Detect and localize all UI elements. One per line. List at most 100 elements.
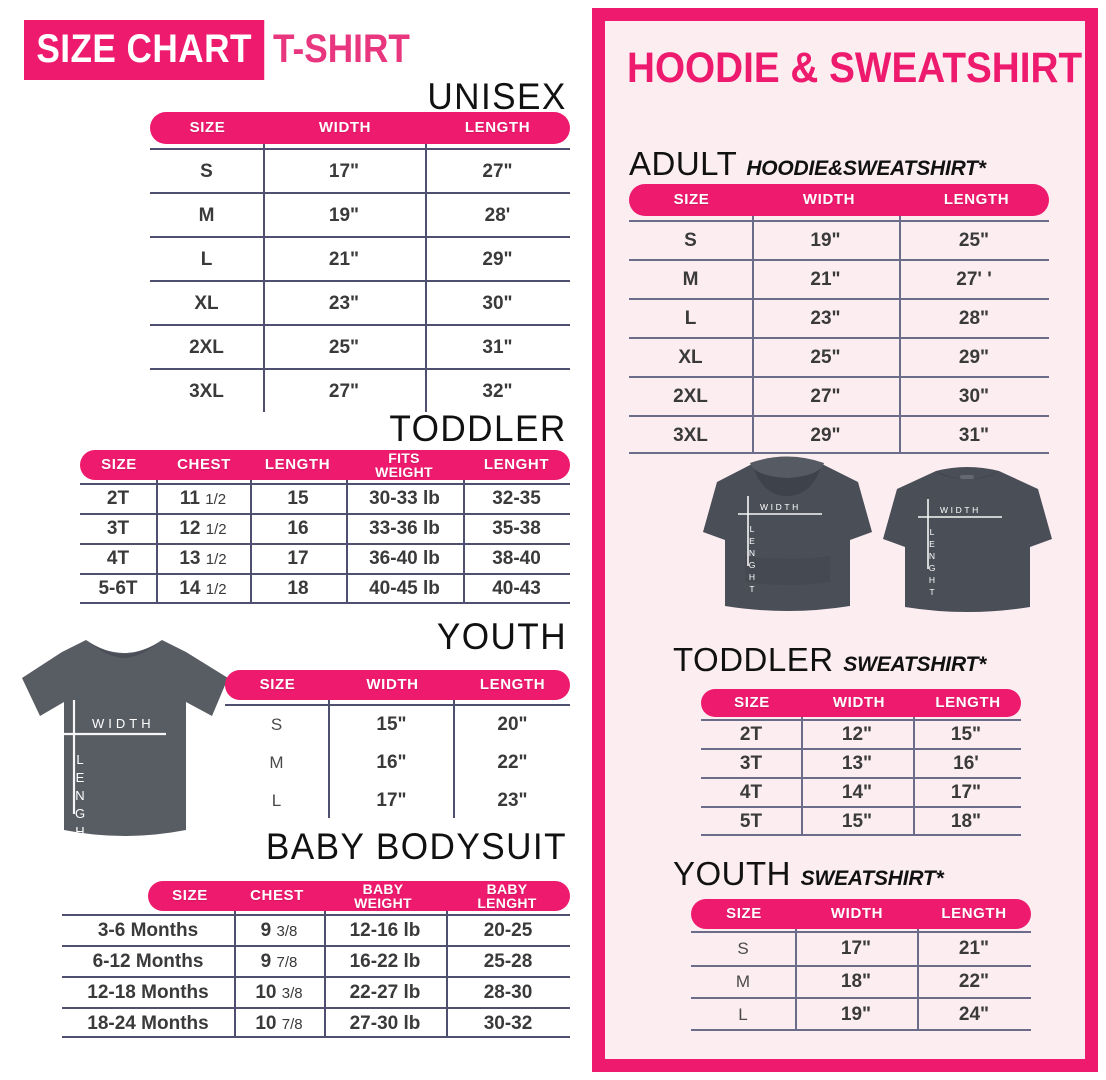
cell-lenght: 20-25 <box>483 919 533 941</box>
section-heading-unisex: UNISEX <box>427 76 567 117</box>
row-divider <box>62 945 570 947</box>
cell-size: 2XL <box>189 337 224 358</box>
hoodie-sweatshirt-panel: HOODIE & SWEATSHIRT ADULT HOODIE&SWEATSH… <box>592 8 1098 1072</box>
col-divider <box>913 689 915 834</box>
cell-length: 18 <box>287 578 309 599</box>
cell-width: 12" <box>841 723 873 745</box>
heading-sub: SWEATSHIRT* <box>843 653 987 676</box>
table-row: 3XL 27" 32" <box>150 370 570 414</box>
section-heading-youth-sweatshirt: YOUTH SWEATSHIRT* <box>673 857 944 890</box>
cell-weight: 27-30 lb <box>349 1012 421 1034</box>
cell-size: 6-12 Months <box>92 950 204 972</box>
table-row: 3T 13" 16' <box>701 749 1021 778</box>
cell-width: 17" <box>376 790 407 811</box>
table-row: XL 25" 29" <box>629 338 1049 377</box>
cell-width: 18" <box>840 970 872 992</box>
cell-chest: 11 1/2 <box>179 488 227 509</box>
col-divider <box>446 881 448 1036</box>
tshirt-illustration: WIDTH LENGHT <box>22 640 228 847</box>
table-row: L 19" 24" <box>691 998 1031 1031</box>
table-row: S 15" 20" <box>225 706 570 744</box>
cell-width: 23" <box>328 293 360 314</box>
cell-length: 17" <box>950 781 982 803</box>
table-row: M 21" 27' ' <box>629 260 1049 299</box>
table-row: 3T 12 1/2 16 33-36 lb 35-38 <box>80 514 570 544</box>
row-divider <box>150 324 570 326</box>
cell-size: 4T <box>106 548 130 569</box>
cell-size: 3T <box>739 752 763 774</box>
heading-main: YOUTH <box>673 855 791 892</box>
col-divider <box>324 881 326 1036</box>
cell-length: 16 <box>287 518 309 539</box>
row-divider <box>629 415 1049 417</box>
cell-length: 29" <box>482 249 513 270</box>
cell-width: 19" <box>840 1003 872 1025</box>
table-row: L 23" 28" <box>629 299 1049 338</box>
cell-length: 15" <box>950 723 982 745</box>
tshirt-width-label: WIDTH <box>92 716 155 731</box>
cell-length: 23" <box>497 790 528 811</box>
cell-lenght: 38-40 <box>492 548 541 569</box>
cell-length: 22" <box>497 752 528 773</box>
hoodie-illustration: WIDTH LENGHT <box>703 456 872 611</box>
section-heading-adult: ADULT HOODIE&SWEATSHIRT* <box>629 147 986 180</box>
cell-weight: 36-40 lb <box>369 548 440 569</box>
cell-size: S <box>737 938 749 958</box>
unisex-table: S 17" 27" M 19" 28' L 21" 29" XL 23" <box>150 112 570 412</box>
cell-length: 27' ' <box>956 268 992 290</box>
table-row: S 19" 25" <box>629 221 1049 260</box>
row-divider <box>701 806 1021 808</box>
table-body: 2T 12" 15" 3T 13" 16' 4T 14" 17" 5T 15" <box>701 720 1021 836</box>
cell-width: 13" <box>841 752 873 774</box>
cell-length: 32" <box>482 381 513 402</box>
cell-width: 25" <box>810 346 841 368</box>
row-divider <box>691 997 1031 999</box>
row-divider <box>691 1029 1031 1031</box>
section-heading-toddler-sweatshirt: TODDLER SWEATSHIRT* <box>673 643 986 676</box>
col-divider <box>234 881 236 1036</box>
cell-size: S <box>684 229 697 251</box>
cell-width: 29" <box>810 424 841 446</box>
col-divider <box>917 899 919 1029</box>
col-divider <box>795 899 797 1029</box>
cell-size: S <box>200 161 213 182</box>
cell-width: 21" <box>328 249 360 270</box>
tshirt-length-label: LENGHT <box>73 752 88 847</box>
cell-chest: 10 3/8 <box>255 981 303 1003</box>
cell-length: 22" <box>958 970 990 992</box>
cell-lenght: 28-30 <box>483 981 533 1003</box>
cell-chest: 9 3/8 <box>260 919 298 941</box>
cell-length: 31" <box>958 424 990 446</box>
row-divider <box>150 280 570 282</box>
cell-length: 21" <box>958 937 990 959</box>
row-divider <box>629 298 1049 300</box>
cell-width: 15" <box>841 810 873 832</box>
hoodie-width-label: WIDTH <box>760 502 801 512</box>
row-divider <box>80 483 570 485</box>
table-row: 2XL 25" 31" <box>150 326 570 370</box>
row-divider <box>701 834 1021 836</box>
cell-length: 29" <box>958 346 990 368</box>
cell-lenght: 25-28 <box>483 950 533 972</box>
section-heading-toddler: TODDLER <box>389 408 567 449</box>
cell-width: 21" <box>810 268 841 290</box>
section-heading-baby-bodysuit: BABY BODYSUIT <box>265 826 567 867</box>
row-divider <box>701 719 1021 721</box>
cell-width: 25" <box>328 337 360 358</box>
adult-table: S 19" 25" M 21" 27' ' L 23" 28" XL 25" <box>629 184 1049 454</box>
cell-length: 15 <box>287 488 309 509</box>
table-row: 6-12 Months 9 7/8 16-22 lb 25-28 <box>62 946 570 977</box>
cell-width: 15" <box>376 714 407 735</box>
col-divider <box>328 670 330 818</box>
col-divider <box>463 450 465 602</box>
cell-weight: 22-27 lb <box>349 981 421 1003</box>
cell-width: 19" <box>328 205 360 226</box>
sweatshirt-illustration: WIDTH LENGHT <box>883 467 1052 612</box>
baby-bodysuit-table: 3-6 Months 9 3/8 12-16 lb 20-25 6-12 Mon… <box>62 881 570 1038</box>
col-divider <box>346 450 348 602</box>
heading-main: ADULT <box>629 145 737 182</box>
heading-sub: HOODIE&SWEATSHIRT* <box>746 157 986 180</box>
row-divider <box>150 192 570 194</box>
table-body: S 15" 20" M 16" 22" L 17" 23" <box>225 706 570 820</box>
row-divider <box>62 1036 570 1038</box>
